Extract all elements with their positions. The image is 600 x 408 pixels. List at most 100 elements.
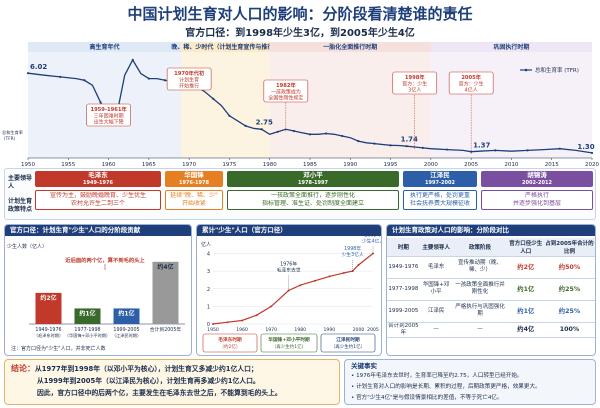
cumulative-point xyxy=(299,284,302,287)
annotation-box xyxy=(263,79,309,103)
cumulative-point xyxy=(226,321,229,324)
tfr-point xyxy=(590,151,594,155)
x-tick-label: 1950 xyxy=(21,162,35,168)
cumulative-annotation: 少生3亿人 xyxy=(342,251,364,258)
key-fact-item: • 计划生育对人口的影响是长期、累积的过程，后期政策更严格，效果更大。 xyxy=(351,384,541,390)
stage-category-sub: （毛泽东时期） xyxy=(34,332,63,339)
table-row: 1949-1976 毛泽东 宣传推动期（晚、稀、少） 约2亿 约50% xyxy=(387,256,595,279)
cumulative-point xyxy=(342,271,345,274)
cumulative-x-tick: 1990 xyxy=(324,327,336,333)
comparison-panel: 计划生育政策对人口的影响：分阶段对比 时期 主要领导人 政策阶段 官方口径少生人口 占到… xyxy=(386,224,596,356)
leaders-section: 主要领导人 计划生育政策特点 毛泽东 1949-1976 宣传为主，鼓励晚婚晚育、少… xyxy=(4,168,596,220)
stage-value-label: 约1亿 xyxy=(79,309,95,317)
tfr-value-label: 2.75 xyxy=(256,118,273,126)
annotation-box xyxy=(448,71,494,95)
annotation-line: 1959-1961年 xyxy=(90,105,127,113)
x-tick-label: 1990 xyxy=(343,162,357,168)
leader-policy: 宣传为主，鼓励晚婚晚育、少生优生 农村允许生二到三个 xyxy=(35,190,161,210)
cumulative-x-tick: 1950 xyxy=(207,327,219,333)
leader-name-badge: 华国锋 1976-1978 xyxy=(165,171,223,187)
annotation-line: 官方：少生 xyxy=(402,81,427,88)
cumulative-y-tick: 3 xyxy=(207,269,210,275)
table-cell: 约25% xyxy=(543,300,595,323)
comparison-table: 时期 主要领导人 政策阶段 官方口径少生人口 占到2005年合计的比例 1949-197… xyxy=(387,238,595,338)
stage-bar xyxy=(152,261,179,324)
table-header-cell: 主要领导人 xyxy=(419,238,453,257)
cumulative-x-tick: 2005 xyxy=(367,327,379,333)
annotation-line: 1982年 xyxy=(276,81,296,89)
cumulative-point xyxy=(313,279,316,282)
table-cell: 合计到2005年 xyxy=(387,322,420,338)
tfr-point xyxy=(405,145,408,148)
table-header-cell: 时期 xyxy=(387,238,420,257)
tfr-point xyxy=(131,58,134,62)
table-row: 1999-2005 江泽民 严格执行与巩固强化期 约1亿 约25% xyxy=(387,300,595,323)
leader-policy: 延续"晚、稀、少" 开始收紧 xyxy=(165,190,223,210)
cumulative-annotation: 毛泽东去世 xyxy=(277,267,301,274)
policy-row-label: 计划生育政策特点 xyxy=(8,198,33,213)
cumulative-y-tick: 0 xyxy=(207,322,210,328)
tfr-point xyxy=(99,101,102,104)
leader-policy-line: 开始收紧 xyxy=(181,200,206,207)
leader-row-label: 主要领导人 xyxy=(8,175,33,190)
tfr-point xyxy=(558,147,561,150)
annotation-line: 3亿人 xyxy=(408,87,421,94)
leader-policy-line: 一孩政策全面推行，逐步刚性化 xyxy=(270,192,355,199)
cumulative-y-tick: 4 xyxy=(207,252,210,258)
cumulative-y-tick: 1 xyxy=(207,304,210,310)
table-cell: 江泽民 xyxy=(419,300,453,323)
tfr-point xyxy=(163,79,167,82)
cumulative-x-tick: 1970 xyxy=(265,327,277,333)
cumulative-segment-label: 华国锋+邓小平时期 xyxy=(268,336,310,343)
cumulative-segment-box xyxy=(202,333,258,353)
leader-policy-line: 宣传为主，鼓励晚婚晚育、少生优生 xyxy=(49,192,146,199)
leader-years: 2002-2012 xyxy=(522,180,552,186)
stage-bar xyxy=(74,308,101,324)
tfr-point xyxy=(83,79,86,82)
tfr-line xyxy=(27,58,593,154)
leader-name: 邓小平 xyxy=(303,171,323,179)
leader-column-0: 毛泽东 1949-1976 宣传为主，鼓励晚婚晚育、少生优生 农村允许生二到三个 xyxy=(35,171,161,219)
table-cell: 100% xyxy=(543,322,595,338)
tfr-point xyxy=(244,124,247,127)
leader-column-1: 华国锋 1976-1978 延续"晚、稀、少" 开始收紧 xyxy=(165,171,223,219)
conclusion-box: 结论：从1977年到1998年（以邓小平为核心），计划生育又多减少约1亿人口； … xyxy=(4,359,340,405)
leader-years: 1997-2002 xyxy=(425,180,455,186)
table-cell: 1977-1998 xyxy=(387,278,420,301)
x-tick-label: 2000 xyxy=(424,162,438,168)
cumulative-segment-value: （约2亿） xyxy=(220,343,241,350)
annotation-line: 出生大幅下降 xyxy=(94,119,124,126)
conclusion-line-2: 从1999年到2005年（以江泽民为核心），计划生育再多减少约1亿人口。 xyxy=(37,377,260,385)
table-cell: 约25% xyxy=(543,278,595,301)
cumulative-point xyxy=(270,305,273,308)
cumulative-annotation: 2005年 xyxy=(364,236,381,239)
stage-value-label: 约2亿 xyxy=(40,294,56,302)
tfr-point xyxy=(445,148,449,151)
tfr-point xyxy=(228,114,231,117)
cumulative-x-tick: 1960 xyxy=(236,327,248,333)
comparison-panel-title: 计划生育政策对人口的影响：分阶段对比 xyxy=(387,225,595,236)
stage-category-label: 1977-1998 xyxy=(74,327,100,333)
tfr-point xyxy=(341,134,344,138)
stage-value-label: 约4亿 xyxy=(157,263,173,271)
leader-policy-line: 延续"晚、稀、少" xyxy=(170,192,218,199)
page-subtitle: 官方口径：到1998年少生3亿，到2005年少生4亿 xyxy=(185,28,415,39)
table-cell: 约1亿 xyxy=(507,278,544,301)
tfr-point xyxy=(325,132,328,135)
tfr-point xyxy=(212,97,215,100)
x-tick-label: 1955 xyxy=(61,162,75,168)
phase-band xyxy=(181,42,270,158)
tfr-point xyxy=(470,150,473,153)
tfr-value-label: 6.02 xyxy=(30,63,47,71)
cumulative-point xyxy=(328,275,331,278)
table-cell: 宣传推动期（晚、稀、少） xyxy=(452,256,508,279)
phase-header xyxy=(28,42,182,52)
key-fact-item: • 1976年毛泽东去世时，生育率已降至约2.75，人口转型已经开始。 xyxy=(351,373,523,379)
annotation-line: 三年困难时期 xyxy=(94,113,124,120)
tfr-point xyxy=(373,142,376,145)
legend-marker xyxy=(524,68,528,72)
phase-label: 高生育年代 xyxy=(90,43,120,51)
x-tick-label: 1995 xyxy=(384,162,398,168)
x-tick-label: 2015 xyxy=(545,162,559,168)
